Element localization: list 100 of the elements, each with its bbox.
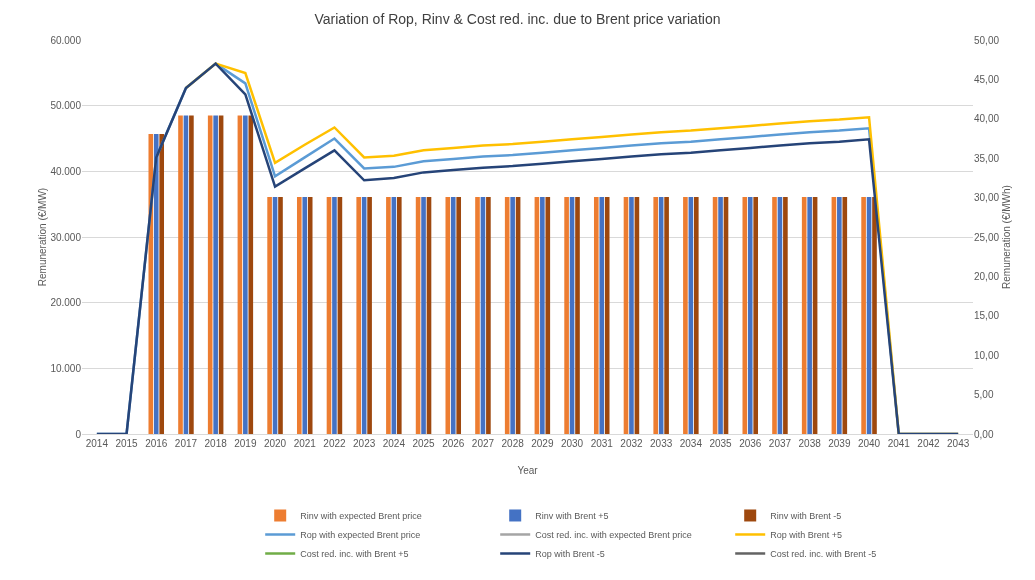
bar (332, 196, 337, 434)
x-tick-label: 2038 (798, 438, 822, 449)
bar (302, 196, 308, 434)
x-tick-label: 2023 (353, 438, 376, 449)
x-tick-label: 2033 (650, 438, 673, 449)
bar (178, 115, 183, 434)
bar (189, 115, 194, 434)
bar (367, 196, 372, 434)
bar (475, 196, 480, 434)
bar (248, 115, 254, 434)
bar (207, 115, 213, 434)
bar (593, 196, 599, 434)
y2-tick-label: 10,00 (974, 349, 1000, 361)
bar (693, 196, 699, 434)
y-axis-title: Remuneration (€/MW) (37, 187, 49, 287)
legend-label: Cost red. inc. with Brent +5 (300, 548, 409, 559)
y-tick-label: 0 (75, 428, 82, 440)
bar (243, 115, 248, 434)
bar (604, 196, 610, 434)
bar (421, 196, 426, 434)
bar (807, 196, 812, 434)
x-tick-label: 2034 (679, 438, 703, 449)
x-tick-label: 2019 (234, 438, 257, 449)
y-tick-label: 50.000 (50, 100, 82, 112)
x-tick-label: 2027 (471, 438, 495, 449)
bar (742, 196, 748, 434)
bar (396, 196, 402, 434)
x-tick-label: 2021 (293, 438, 317, 449)
legend-label: Rinv with Brent +5 (535, 510, 609, 521)
bar (545, 196, 551, 434)
bar (599, 196, 605, 434)
legend-label: Rinv with Brent -5 (770, 510, 842, 521)
x-tick-label: 2030 (560, 438, 584, 449)
y2-tick-label: 5,00 (974, 389, 994, 401)
y2-axis-title: Remuneration (€/MWh) (1001, 185, 1013, 289)
x-tick-label: 2040 (857, 438, 881, 449)
x-tick-label: 2032 (620, 438, 644, 449)
bar (753, 196, 759, 434)
bar (213, 115, 218, 434)
x-tick-label: 2022 (323, 438, 347, 449)
y2-tick-label: 30,00 (974, 192, 1000, 204)
x-tick-label: 2016 (145, 438, 168, 449)
x-tick-label: 2018 (204, 438, 228, 449)
bar (278, 196, 283, 434)
x-tick-label: 2024 (382, 438, 406, 449)
y2-tick-label: 0,00 (974, 428, 994, 440)
y2-tick-label: 35,00 (974, 152, 1000, 164)
legend-label: Rop with Brent +5 (770, 529, 842, 540)
y-tick-label: 40.000 (50, 165, 82, 177)
bar (842, 196, 848, 434)
bar (486, 196, 491, 434)
x-tick-label: 2025 (412, 438, 436, 449)
bar (153, 133, 159, 434)
bar (386, 196, 391, 434)
bar (456, 196, 462, 434)
bar (296, 196, 302, 434)
bar (683, 196, 688, 434)
y-tick-label: 10.000 (50, 362, 82, 374)
bar (159, 133, 165, 434)
x-tick-label: 2026 (442, 438, 465, 449)
bar (564, 196, 569, 434)
y2-tick-label: 40,00 (974, 113, 1000, 125)
bar (356, 196, 362, 434)
chart-title: Variation of Rop, Rinv & Cost red. inc. due to Brent price variation (314, 11, 721, 28)
bar (747, 196, 753, 434)
bar (540, 196, 545, 434)
x-tick-label: 2028 (501, 438, 525, 449)
x-tick-label: 2036 (739, 438, 762, 449)
x-tick-label: 2015 (115, 438, 139, 449)
x-tick-label: 2042 (917, 438, 941, 449)
bar (445, 196, 451, 434)
x-axis-title: Year (517, 465, 539, 476)
x-tick-label: 2041 (887, 438, 911, 449)
legend-label: Rinv with expected Brent price (300, 510, 422, 521)
y2-tick-label: 25,00 (974, 231, 1000, 243)
y2-tick-label: 15,00 (974, 310, 1000, 322)
bar (653, 196, 659, 434)
y-tick-label: 30.000 (50, 231, 82, 243)
y2-tick-label: 45,00 (974, 73, 1000, 85)
bar (801, 196, 807, 434)
bar (504, 196, 510, 434)
bar (783, 196, 788, 434)
x-tick-label: 2014 (85, 438, 109, 449)
x-tick-label: 2020 (263, 438, 287, 449)
x-tick-label: 2017 (174, 438, 198, 449)
bar (861, 196, 866, 434)
legend-label: Rop with Brent -5 (535, 548, 605, 559)
x-tick-label: 2029 (531, 438, 554, 449)
bar (575, 196, 580, 434)
x-tick-label: 2037 (768, 438, 792, 449)
x-tick-label: 2039 (828, 438, 851, 449)
bar (772, 196, 777, 434)
bar (837, 196, 842, 434)
bar (267, 196, 272, 434)
y-tick-label: 20.000 (50, 297, 82, 309)
bar (718, 196, 723, 434)
legend-label: Cost red. inc. with Brent -5 (770, 548, 877, 559)
bar (664, 196, 669, 434)
bar (872, 196, 877, 434)
x-tick-label: 2035 (709, 438, 733, 449)
